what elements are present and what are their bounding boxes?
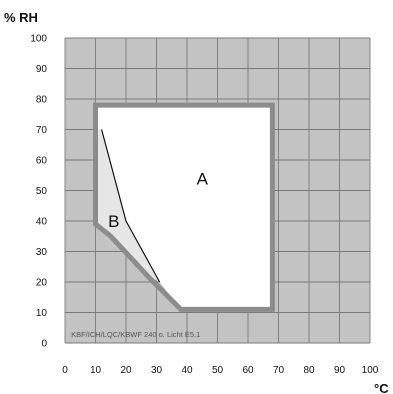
y-tick-label: 30 <box>36 247 48 258</box>
envelope-outline <box>93 102 275 312</box>
x-tick-label: 10 <box>90 365 102 376</box>
x-tick-label: 100 <box>362 365 379 376</box>
x-tick-label: 30 <box>151 365 163 376</box>
x-axis-title: °C <box>374 381 389 394</box>
y-tick-label: 50 <box>36 186 48 197</box>
x-tick-label: 20 <box>120 365 132 376</box>
x-tick-label: 80 <box>303 365 315 376</box>
region-label-a: A <box>197 169 209 188</box>
y-tick-label: 10 <box>36 308 48 319</box>
y-tick-label: 90 <box>36 64 48 75</box>
x-tick-label: 40 <box>181 365 193 376</box>
x-tick-label: 0 <box>62 365 68 376</box>
y-tick-label: 0 <box>41 339 47 350</box>
y-tick-label: 40 <box>36 217 48 228</box>
x-tick-label: 60 <box>242 365 254 376</box>
region-label-b: B <box>108 212 119 231</box>
x-tick-label: 50 <box>212 365 224 376</box>
region-a <box>95 105 273 310</box>
y-axis-title: % RH <box>4 10 38 25</box>
y-tick-label: 80 <box>36 95 48 106</box>
x-tick-label: 70 <box>273 365 285 376</box>
x-tick-labels: 0 10 20 30 40 50 60 70 80 90 100 <box>62 365 379 376</box>
y-tick-label: 60 <box>36 156 48 167</box>
y-tick-label: 100 <box>30 34 47 45</box>
x-tick-label: 90 <box>334 365 346 376</box>
y-tick-label: 70 <box>36 125 48 136</box>
y-tick-label: 20 <box>36 278 48 289</box>
y-tick-labels: 0 10 20 30 40 50 60 70 80 90 100 <box>30 34 47 350</box>
region-divider-line <box>101 129 161 283</box>
chart-annotation: KBF/ICH/LQC/KBWF 240 o. Licht E5.1 <box>71 330 200 339</box>
